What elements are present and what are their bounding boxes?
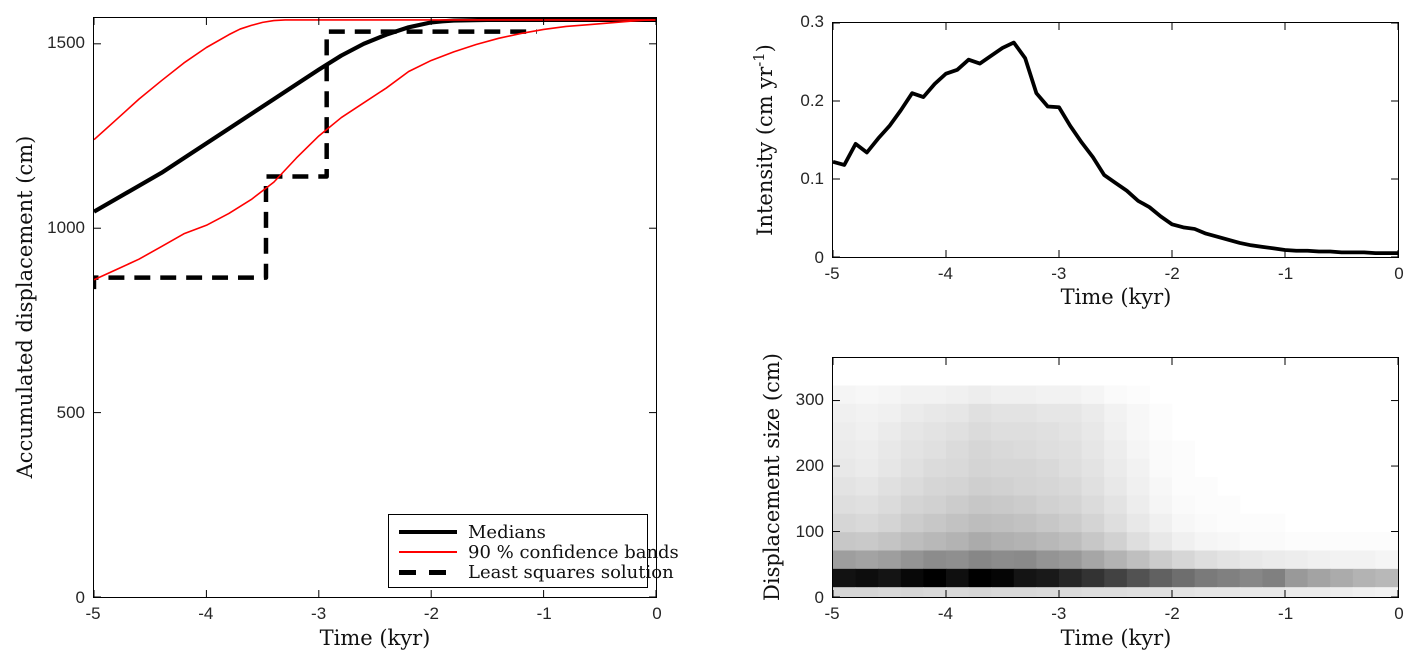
series-90-confidence-band-upper- [94, 19, 656, 141]
displacement-size-x-axis-label: Time (kyr) [1060, 626, 1172, 650]
intensity-xtick-label: -1 [1278, 264, 1294, 283]
accumulated-y-axis-label: Accumulated displacement (cm) [13, 135, 37, 479]
accumulated-displacement-xtick-label: 0 [652, 604, 662, 623]
displacement-size-histogram-ytick-label: 200 [795, 455, 824, 475]
accumulated-displacement-xtick-label: -4 [198, 604, 214, 623]
accumulated-displacement-svg [94, 18, 656, 597]
legend-item-least-squares: Least squares solution [399, 562, 674, 583]
intensity-y-axis-label-superscript: -1 [751, 52, 768, 67]
displacement-size-histogram-ytick-label: 300 [795, 389, 824, 409]
series-90-confidence-band-lower- [94, 19, 656, 281]
displacement-size-histogram-xtick-label: 0 [1394, 604, 1404, 623]
plot-displacement-size-heatmap [832, 357, 1399, 598]
intensity-ytick-label: 0.3 [800, 12, 824, 31]
confidence-line-sample [399, 551, 459, 553]
intensity-ytick-label: 0.2 [800, 90, 824, 110]
legend-item-confidence-bands: 90 % confidence bands [399, 542, 679, 563]
legend: Medians 90 % confidence bands Least squa… [388, 514, 679, 588]
series-intensity [833, 40, 1398, 256]
displacement-size-histogram-svg [833, 358, 1398, 597]
intensity-xtick-label: -2 [1164, 264, 1180, 283]
series-medians [94, 18, 656, 214]
accumulated-displacement-ytick-label: 1500 [47, 32, 85, 52]
legend-item-label: 90 % confidence bands [468, 541, 679, 563]
accumulated-displacement-xtick-label: -1 [536, 604, 552, 623]
accumulated-displacement-xtick-label: -5 [85, 604, 101, 623]
legend-item-label: Least squares solution [468, 561, 674, 583]
accumulated-x-axis-label: Time (kyr) [319, 626, 431, 650]
least-squares-line-sample [399, 569, 459, 575]
intensity-xtick-label: -5 [824, 264, 840, 283]
medians-line-sample [399, 530, 459, 534]
accumulated-displacement-ytick-label: 1000 [47, 217, 85, 237]
intensity-xtick-label: -3 [1051, 264, 1067, 283]
displacement-size-histogram-ytick-label: 100 [795, 521, 824, 541]
displacement-size-histogram-xtick-label: -2 [1164, 604, 1180, 623]
accumulated-displacement-xtick-label: -3 [311, 604, 327, 623]
plot-accumulated-displacement [93, 17, 657, 598]
displacement-size-histogram-ytick-label: 0 [814, 588, 824, 607]
intensity-ytick-label: 0.1 [800, 169, 824, 189]
accumulated-displacement-ytick-label: 0 [75, 588, 85, 607]
legend-item-label: Medians [468, 521, 546, 543]
plot-intensity [832, 22, 1399, 258]
displacement-size-histogram-xtick-label: -3 [1051, 604, 1067, 623]
accumulated-displacement-xtick-label: -2 [423, 604, 439, 623]
displacement-size-histogram-xtick-label: -1 [1278, 604, 1294, 623]
intensity-x-axis-label: Time (kyr) [1060, 285, 1172, 309]
solid-thick-line-icon [399, 530, 457, 534]
dashed-line-icon [399, 569, 449, 575]
accumulated-displacement-ytick-label: 500 [56, 402, 85, 422]
displacement-size-histogram-xtick-label: -4 [937, 604, 953, 623]
solid-thin-red-line-icon [399, 551, 457, 553]
legend-item-medians: Medians [399, 521, 647, 543]
intensity-xtick-label: 0 [1394, 264, 1404, 283]
intensity-xtick-label: -4 [937, 264, 953, 283]
intensity-y-axis-label: Intensity (cm yr-1) [751, 44, 777, 236]
intensity-svg [833, 23, 1398, 257]
displacement-size-histogram-xtick-label: -5 [824, 604, 840, 623]
intensity-ytick-label: 0 [814, 248, 824, 267]
intensity-y-axis-label-close: ) [753, 44, 777, 53]
